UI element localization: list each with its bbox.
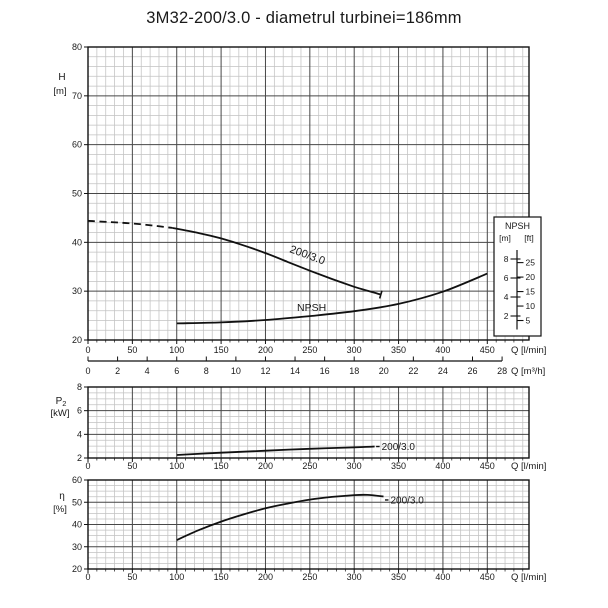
x-axis-title: Q [l/min]	[511, 572, 546, 583]
eta-curve	[176, 493, 384, 541]
y-axis-title: P2	[56, 396, 67, 408]
npsh-m-tick: 4	[504, 292, 509, 302]
npsh-unit-ft: [ft]	[524, 233, 533, 243]
npsh-m-tick: 2	[504, 311, 509, 321]
head-curve-dashed	[87, 219, 173, 229]
p2-curve-label: 200/3.0	[382, 442, 416, 453]
x-tick-label: 100	[169, 572, 184, 582]
page-title: 3M32-200/3.0 - diametrul turbinei=186mm	[146, 9, 462, 27]
x-tick-label: 0	[85, 345, 90, 355]
x-tick-label: 150	[214, 461, 229, 471]
x-tick-label: 300	[347, 572, 362, 582]
npsh-unit-m: [m]	[499, 233, 511, 243]
y-tick-label: 80	[72, 42, 82, 52]
x2-tick-label: 18	[349, 366, 359, 376]
x2-tick-label: 2	[115, 366, 120, 376]
x-tick-label: 250	[302, 572, 317, 582]
x2-tick-label: 12	[260, 366, 270, 376]
x-tick-label: 50	[127, 345, 137, 355]
y-tick-label: 40	[72, 237, 82, 247]
y-tick-label: 20	[72, 335, 82, 345]
x-tick-label: 200	[258, 345, 273, 355]
y-tick-label: 50	[72, 497, 82, 507]
x-tick-label: 400	[435, 572, 450, 582]
x-tick-label: 100	[169, 461, 184, 471]
x-tick-label: 300	[347, 461, 362, 471]
y-tick-label: 2	[77, 453, 82, 463]
x-tick-label: 150	[214, 345, 229, 355]
y-axis-unit: [m]	[53, 86, 66, 97]
x-tick-label: 150	[214, 572, 229, 582]
head-curve-end-tick	[378, 290, 383, 299]
efficiency-chart: 0 50 100 150 200 250 300 350 400 450 Q [l/min] 20 30…	[53, 475, 546, 583]
eta-curve-label: 200/3.0	[390, 495, 424, 506]
power-chart-border	[87, 386, 530, 459]
x2-tick-label: 20	[379, 366, 389, 376]
npsh-m-tick: 6	[504, 273, 509, 283]
x-tick-label: 50	[127, 572, 137, 582]
head-curve	[172, 227, 382, 296]
x-tick-label: 250	[302, 345, 317, 355]
p2-curve	[176, 445, 375, 456]
x-tick-label: 300	[347, 345, 362, 355]
npsh-curve	[176, 272, 488, 325]
x-axis-title: Q [l/min]	[511, 461, 546, 472]
y-axis-title: η	[59, 491, 65, 502]
power-chart: 0 50 100 150 200 250 300 350 400 450 Q [l/min] 2 4 6 8…	[51, 382, 547, 472]
npsh-ft-tick: 10	[526, 301, 536, 311]
npsh-ft-tick: 20	[526, 272, 536, 282]
x2-tick-label: 14	[290, 366, 300, 376]
x2-tick-label: 4	[145, 366, 150, 376]
y-axis-unit: [%]	[53, 504, 67, 515]
y-axis-unit: [kW]	[51, 408, 70, 419]
x2-tick-label: 0	[85, 366, 90, 376]
npsh-m-tick: 8	[504, 254, 509, 264]
y-tick-label: 30	[72, 286, 82, 296]
x-tick-label: 200	[258, 461, 273, 471]
x2-tick-label: 10	[231, 366, 241, 376]
y-tick-label: 60	[72, 475, 82, 485]
x-axis-title: Q [l/min]	[511, 345, 546, 356]
x-tick-label: 0	[85, 461, 90, 471]
x-tick-label: 350	[391, 461, 406, 471]
x-tick-label: 450	[480, 572, 495, 582]
y-tick-label: 50	[72, 189, 82, 199]
x2-tick-label: 6	[174, 366, 179, 376]
npsh-scale-box: NPSH [m] [ft] 8 6 4 2 25 20 15 10 5	[493, 216, 542, 337]
x2-tick-label: 28	[497, 366, 507, 376]
x-tick-label: 350	[391, 345, 406, 355]
y-tick-label: 20	[72, 564, 82, 574]
npsh-scale-title: NPSH	[505, 221, 530, 231]
y-axis-title: H	[58, 72, 65, 83]
npsh-curve-label: NPSH	[297, 302, 326, 314]
head-npsh-chart: 0 50 100 150 200 250 300 350 400 450 Q [l/min]2030…	[53, 42, 546, 377]
x2-tick-label: 26	[468, 366, 478, 376]
npsh-ft-tick: 15	[526, 287, 536, 297]
y-tick-label: 4	[77, 429, 82, 439]
npsh-ft-tick: 25	[526, 258, 536, 268]
y-tick-label: 60	[72, 140, 82, 150]
x-tick-label: 400	[435, 461, 450, 471]
x-tick-label: 50	[127, 461, 137, 471]
y-tick-label: 70	[72, 91, 82, 101]
y-tick-label: 40	[72, 520, 82, 530]
x-tick-label: 250	[302, 461, 317, 471]
x2-tick-label: 22	[408, 366, 418, 376]
x2-axis-title: Q [m³/h]	[511, 366, 545, 377]
x2-tick-label: 8	[204, 366, 209, 376]
x-tick-label: 100	[169, 345, 184, 355]
y-tick-label: 6	[77, 406, 82, 416]
x2-tick-label: 24	[438, 366, 448, 376]
x-tick-label: 200	[258, 572, 273, 582]
x-tick-label: 400	[435, 345, 450, 355]
npsh-ft-tick: 5	[526, 316, 531, 326]
x-tick-label: 450	[480, 345, 495, 355]
x2-tick-label: 16	[320, 366, 330, 376]
x-tick-label: 0	[85, 572, 90, 582]
x-tick-label: 450	[480, 461, 495, 471]
y-tick-label: 8	[77, 382, 82, 392]
y-tick-label: 30	[72, 542, 82, 552]
x-tick-label: 350	[391, 572, 406, 582]
